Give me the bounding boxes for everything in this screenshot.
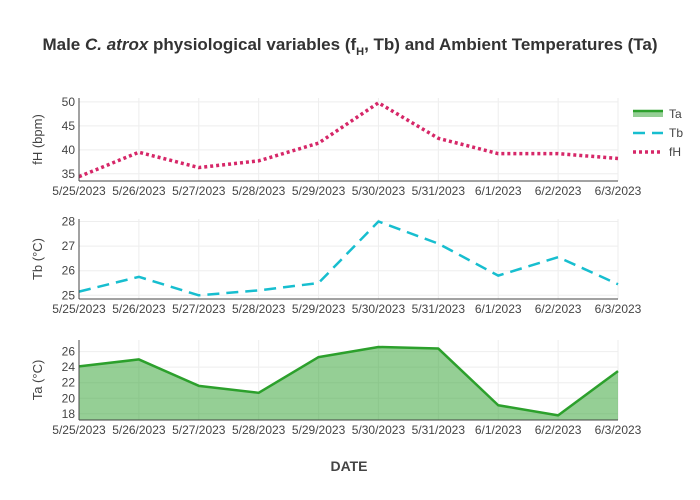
ta-y-axis-title: Ta (°C) <box>30 360 45 401</box>
fh-xtick-6: 5/31/2023 <box>412 184 466 198</box>
ta-point-8 <box>555 412 561 418</box>
tb-ytick-26: 26 <box>62 264 76 278</box>
fh-point-7 <box>495 151 501 157</box>
tb-xtick-3: 5/28/2023 <box>232 302 286 316</box>
tb-point-3 <box>256 287 262 293</box>
fh-point-4 <box>316 140 322 146</box>
fh-y-axis-title: fH (bpm) <box>30 114 45 165</box>
tb-point-2 <box>196 292 202 298</box>
tb-panel: 25 26 27 28 5/25/2023 5/26/2023 5/27/2023 5/28/… <box>30 214 642 316</box>
ta-point-7 <box>495 402 501 408</box>
tb-ytick-28: 28 <box>62 214 76 228</box>
legend-label-ta: Ta <box>669 107 682 121</box>
fh-xtick-9: 6/3/2023 <box>595 184 642 198</box>
tb-point-7 <box>495 273 501 279</box>
fh-point-1 <box>136 149 142 155</box>
tb-point-8 <box>555 254 561 260</box>
ta-point-6 <box>435 346 441 352</box>
tb-y-axis-title: Tb (°C) <box>30 238 45 280</box>
tb-xtick-6: 5/31/2023 <box>412 302 466 316</box>
x-axis-title: DATE <box>330 458 367 474</box>
fh-xtick-2: 5/27/2023 <box>172 184 226 198</box>
ta-point-2 <box>196 383 202 389</box>
fh-point-5 <box>375 100 381 106</box>
fh-line <box>78 101 619 179</box>
legend-item-tb[interactable]: Tb <box>633 126 683 140</box>
ta-point-3 <box>256 390 262 396</box>
tb-xtick-2: 5/27/2023 <box>172 302 226 316</box>
tb-xtick-7: 6/1/2023 <box>475 302 522 316</box>
ta-xtick-1: 5/26/2023 <box>112 423 166 437</box>
fh-xtick-8: 6/2/2023 <box>535 184 582 198</box>
tb-xtick-8: 6/2/2023 <box>535 302 582 316</box>
fh-xtick-7: 6/1/2023 <box>475 184 522 198</box>
fh-ytick-45: 45 <box>62 119 76 133</box>
ta-ytick-18: 18 <box>62 407 76 421</box>
fh-xtick-1: 5/26/2023 <box>112 184 166 198</box>
legend-label-tb: Tb <box>669 126 683 140</box>
tb-point-9 <box>615 281 621 287</box>
ta-xtick-3: 5/28/2023 <box>232 423 286 437</box>
tb-point-6 <box>435 241 441 247</box>
legend-swatch-fill-ta <box>633 111 663 117</box>
tb-xtick-0: 5/25/2023 <box>52 302 106 316</box>
fh-ytick-50: 50 <box>62 95 76 109</box>
ta-point-5 <box>375 344 381 350</box>
ta-ytick-20: 20 <box>62 391 76 405</box>
ta-xtick-2: 5/27/2023 <box>172 423 226 437</box>
fh-xtick-0: 5/25/2023 <box>52 184 106 198</box>
ta-ytick-24: 24 <box>62 360 76 374</box>
ta-xtick-4: 5/29/2023 <box>292 423 346 437</box>
fh-point-6 <box>435 135 441 141</box>
ta-xtick-5: 5/30/2023 <box>352 423 406 437</box>
ta-xtick-0: 5/25/2023 <box>52 423 106 437</box>
fh-point-9 <box>615 155 621 161</box>
ta-xtick-9: 6/3/2023 <box>595 423 642 437</box>
fh-ytick-35: 35 <box>62 167 76 181</box>
ta-xtick-8: 6/2/2023 <box>535 423 582 437</box>
ta-line <box>78 345 619 417</box>
fh-xtick-3: 5/28/2023 <box>232 184 286 198</box>
tb-xtick-1: 5/26/2023 <box>112 302 166 316</box>
subplot-panels: 35 40 45 50 5/25/2023 5/26/2023 5/27/2023 5/28/… <box>30 95 642 437</box>
fh-xtick-5: 5/30/2023 <box>352 184 406 198</box>
fh-point-2 <box>196 165 202 171</box>
tb-xtick-5: 5/30/2023 <box>352 302 406 316</box>
ta-ytick-22: 22 <box>62 376 76 390</box>
tb-point-5 <box>375 218 381 224</box>
tb-ytick-27: 27 <box>62 239 76 253</box>
ta-ytick-26: 26 <box>62 345 76 359</box>
tb-point-1 <box>136 274 142 280</box>
legend-label-fh: fH <box>669 145 681 159</box>
fh-point-3 <box>256 158 262 164</box>
tb-point-4 <box>316 280 322 286</box>
ta-area-fill <box>79 346 618 420</box>
fh-xtick-4: 5/29/2023 <box>292 184 346 198</box>
tb-xtick-9: 6/3/2023 <box>595 302 642 316</box>
chart-title: Male C. atrox physiological variables (f… <box>42 35 657 58</box>
tb-line <box>78 220 619 297</box>
ta-xtick-7: 6/1/2023 <box>475 423 522 437</box>
tb-ytick-25: 25 <box>62 288 76 302</box>
fh-ytick-40: 40 <box>62 143 76 157</box>
tb-xtick-4: 5/29/2023 <box>292 302 346 316</box>
ta-point-1 <box>136 356 142 362</box>
legend-item-ta[interactable]: Ta <box>633 107 682 121</box>
legend: Ta Tb fH <box>633 107 683 159</box>
fh-point-8 <box>555 151 561 157</box>
ta-point-9 <box>615 368 621 374</box>
fh-panel: 35 40 45 50 5/25/2023 5/26/2023 5/27/2023 5/28/… <box>30 95 642 198</box>
ta-xtick-6: 5/31/2023 <box>412 423 466 437</box>
legend-item-fh[interactable]: fH <box>633 145 681 159</box>
ta-point-4 <box>316 354 322 360</box>
